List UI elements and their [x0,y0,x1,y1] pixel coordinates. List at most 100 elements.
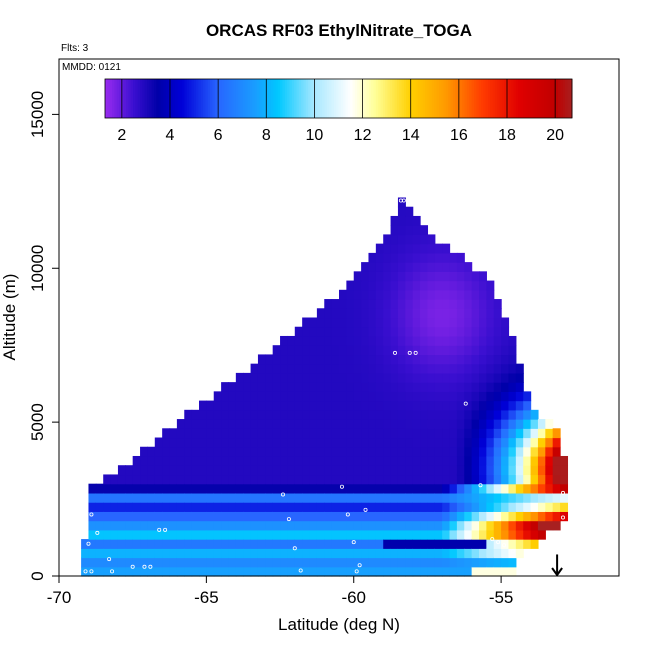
heatmap-cell [147,520,156,531]
x-axis-label: Latitude (deg N) [278,615,400,634]
heatmap-cell [405,234,414,245]
heatmap-cell [501,455,510,466]
heatmap-cell [154,539,163,549]
heatmap-cell [412,437,421,448]
heatmap-cell [184,529,193,540]
heatmap-cell [420,243,429,254]
heatmap-cell [353,299,362,309]
heatmap-cell [508,345,517,356]
heatmap-cell [257,409,266,420]
heatmap-cell [294,419,303,429]
heatmap-cell [471,428,480,439]
heatmap-cell [147,483,156,494]
heatmap-cell [471,308,480,319]
heatmap-cell [272,400,281,411]
colorbar-segment [291,79,295,118]
heatmap-cell [427,502,436,512]
heatmap-cell [81,566,90,577]
heatmap-cell [390,455,399,466]
colorbar-segment [135,79,139,118]
heatmap-cell [456,299,465,309]
heatmap-cell [361,308,370,319]
colorbar-segment [172,79,176,118]
heatmap-cell [95,520,104,531]
heatmap-cell [287,400,296,411]
heatmap-cell [390,271,399,282]
heatmap-cell [353,372,362,383]
heatmap-cell [449,271,458,282]
heatmap-cell [132,483,141,494]
heatmap-cell [383,465,392,476]
heatmap-cell [375,289,384,300]
heatmap-cell [331,492,340,503]
heatmap-cell [361,483,370,494]
heatmap-cell [294,409,303,420]
heatmap-cell [250,372,259,383]
heatmap-cell [324,308,333,319]
heatmap-cell [353,465,362,476]
heatmap-cell [162,474,171,485]
heatmap-cell [316,474,325,485]
heatmap-cell [228,428,237,439]
heatmap-cell [309,428,318,439]
heatmap-cell [221,520,230,531]
heatmap-cell [361,428,370,439]
heatmap-cell [434,299,443,309]
heatmap-cell [228,382,237,392]
colorbar-segment [144,79,148,118]
heatmap-cell [442,409,451,420]
heatmap-cell [464,289,473,300]
heatmap-cell [427,345,436,356]
heatmap-cell [412,317,421,328]
heatmap-cell [397,511,406,522]
heatmap-cell [368,289,377,300]
colorbar-segment [191,79,195,118]
colorbar-segment [368,79,372,118]
colorbar-segment [310,79,314,118]
flights-count-label: Flts: 3 [61,43,89,54]
heatmap-cell [537,474,546,485]
heatmap-cell [420,539,429,549]
heatmap-cell [397,492,406,503]
heatmap-cell [361,419,370,429]
heatmap-cell [405,400,414,411]
heatmap-cell [479,363,487,374]
heatmap-cell [331,326,340,337]
heatmap-cell [368,363,377,374]
heatmap-cell [243,502,252,512]
heatmap-cell [95,557,104,568]
heatmap-cell [213,557,222,568]
heatmap-cell [154,437,163,448]
heatmap-cell [280,335,289,346]
heatmap-cell [302,566,311,577]
heatmap-cell [154,492,163,503]
heatmap-cell [221,492,230,503]
heatmap-cell [309,400,318,411]
heatmap-cell [397,548,406,559]
heatmap-cell [493,557,502,568]
heatmap-cell [375,539,384,549]
heatmap-cell [88,548,97,559]
heatmap-cell [397,206,406,217]
heatmap-cell [390,280,399,291]
heatmap-cell [397,345,406,356]
heatmap-cell [228,502,237,512]
colorbar-segment [238,79,241,118]
heatmap-cell [420,455,429,466]
heatmap-cell [154,557,163,568]
heatmap-cell [361,465,370,476]
heatmap-cell [493,382,502,392]
heatmap-cell [515,539,524,549]
heatmap-cell [184,474,193,485]
heatmap-cell [346,335,355,346]
heatmap-cell [368,271,377,282]
heatmap-cell [390,308,399,319]
heatmap-cell [449,428,458,439]
heatmap-cell [434,419,443,429]
heatmap-cell [456,539,465,549]
heatmap-cell [272,502,281,512]
heatmap-cell [103,492,112,503]
heatmap-cell [375,363,384,374]
heatmap-cell [147,455,156,466]
heatmap-cell [471,483,480,494]
